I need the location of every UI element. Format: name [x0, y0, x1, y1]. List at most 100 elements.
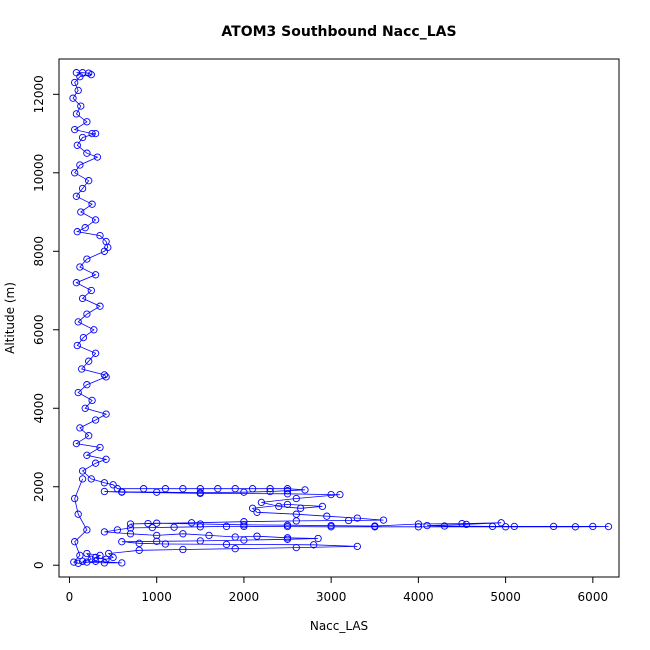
data-point — [72, 192, 81, 200]
data-point — [179, 485, 187, 493]
y-tick-label: 2000 — [32, 471, 46, 502]
data-point — [71, 125, 79, 134]
x-tick-label: 5000 — [490, 590, 521, 604]
chart-title: ATOM3 Southbound Nacc_LAS — [221, 24, 456, 40]
data-point — [91, 557, 100, 565]
data-point — [501, 523, 510, 531]
data-point — [77, 102, 85, 110]
data-point — [153, 537, 161, 545]
data-point — [87, 71, 95, 79]
data-point — [71, 169, 79, 177]
data-point — [571, 523, 580, 531]
data-point — [83, 558, 91, 566]
data-point — [353, 514, 361, 522]
y-tick-label: 8000 — [32, 236, 46, 267]
data-point — [102, 555, 110, 563]
data-point — [240, 488, 248, 496]
data-point — [414, 520, 423, 528]
data-point — [275, 502, 283, 511]
data-point — [344, 516, 353, 525]
data-point — [240, 518, 248, 526]
data-point — [74, 318, 82, 326]
data-point — [85, 177, 93, 185]
data-point — [102, 455, 110, 463]
data-point — [83, 118, 91, 126]
data-point — [126, 520, 135, 528]
data-point — [170, 523, 178, 531]
data-point — [248, 485, 257, 493]
data-point — [109, 553, 117, 562]
data-point — [187, 519, 196, 527]
data-point — [240, 536, 248, 544]
data-point — [83, 310, 91, 318]
data-point — [153, 519, 161, 527]
data-point — [371, 523, 379, 531]
data-point — [510, 522, 518, 531]
data-point — [76, 73, 84, 81]
data-point — [458, 519, 466, 528]
data-point — [72, 279, 81, 287]
data-point — [379, 516, 388, 524]
data-point — [153, 488, 161, 496]
data-point — [81, 404, 89, 412]
x-tick-label: 4000 — [403, 590, 434, 604]
data-point — [231, 485, 239, 493]
data-point — [88, 200, 96, 208]
data-point — [118, 538, 126, 546]
data-point — [462, 520, 471, 529]
data-point — [179, 530, 187, 538]
data-point — [78, 365, 86, 373]
data-point — [76, 551, 84, 560]
data-point — [93, 153, 102, 161]
data-point — [78, 294, 87, 303]
data-point — [71, 494, 79, 503]
data-point — [231, 533, 239, 541]
data-point — [283, 490, 292, 498]
data-point — [83, 526, 91, 534]
data-point — [78, 475, 87, 483]
data-point — [253, 532, 261, 540]
data-point — [91, 416, 100, 424]
data-point — [283, 535, 292, 543]
data-point — [85, 432, 93, 440]
data-point — [296, 504, 305, 512]
data-point — [83, 149, 91, 157]
data-point — [318, 502, 327, 511]
data-point — [102, 373, 110, 381]
data-point — [196, 523, 204, 531]
data-point — [231, 545, 239, 553]
data-point — [266, 487, 274, 496]
data-point — [423, 521, 431, 530]
data-point — [497, 519, 505, 527]
data-point — [205, 531, 213, 540]
data-point — [74, 559, 82, 567]
data-point — [96, 302, 104, 310]
x-tick-label: 6000 — [578, 590, 609, 604]
data-point — [100, 487, 109, 496]
data-point — [83, 255, 91, 263]
data-point — [292, 494, 300, 503]
data-point — [83, 549, 91, 558]
data-point — [118, 488, 126, 496]
data-point — [91, 129, 100, 138]
data-point — [323, 512, 331, 520]
data-point — [71, 78, 79, 87]
y-tick-label: 0 — [32, 561, 46, 569]
x-tick-label: 1000 — [141, 590, 172, 604]
y-tick-label: 10000 — [32, 154, 46, 192]
data-point — [87, 475, 95, 483]
data-point — [109, 481, 117, 489]
data-point — [96, 443, 104, 452]
data-point — [100, 528, 109, 536]
data-point — [88, 396, 96, 405]
data-point — [96, 551, 104, 560]
data-point — [96, 231, 104, 240]
data-point — [153, 531, 161, 540]
y-tick-label: 6000 — [32, 314, 46, 345]
data-point — [74, 510, 82, 518]
data-point — [78, 184, 87, 193]
data-point — [292, 517, 300, 525]
data-point — [240, 522, 248, 531]
y-axis: 0 2000 4000 6000 8000 10000 12000 — [32, 75, 60, 569]
data-layer — [69, 69, 613, 567]
